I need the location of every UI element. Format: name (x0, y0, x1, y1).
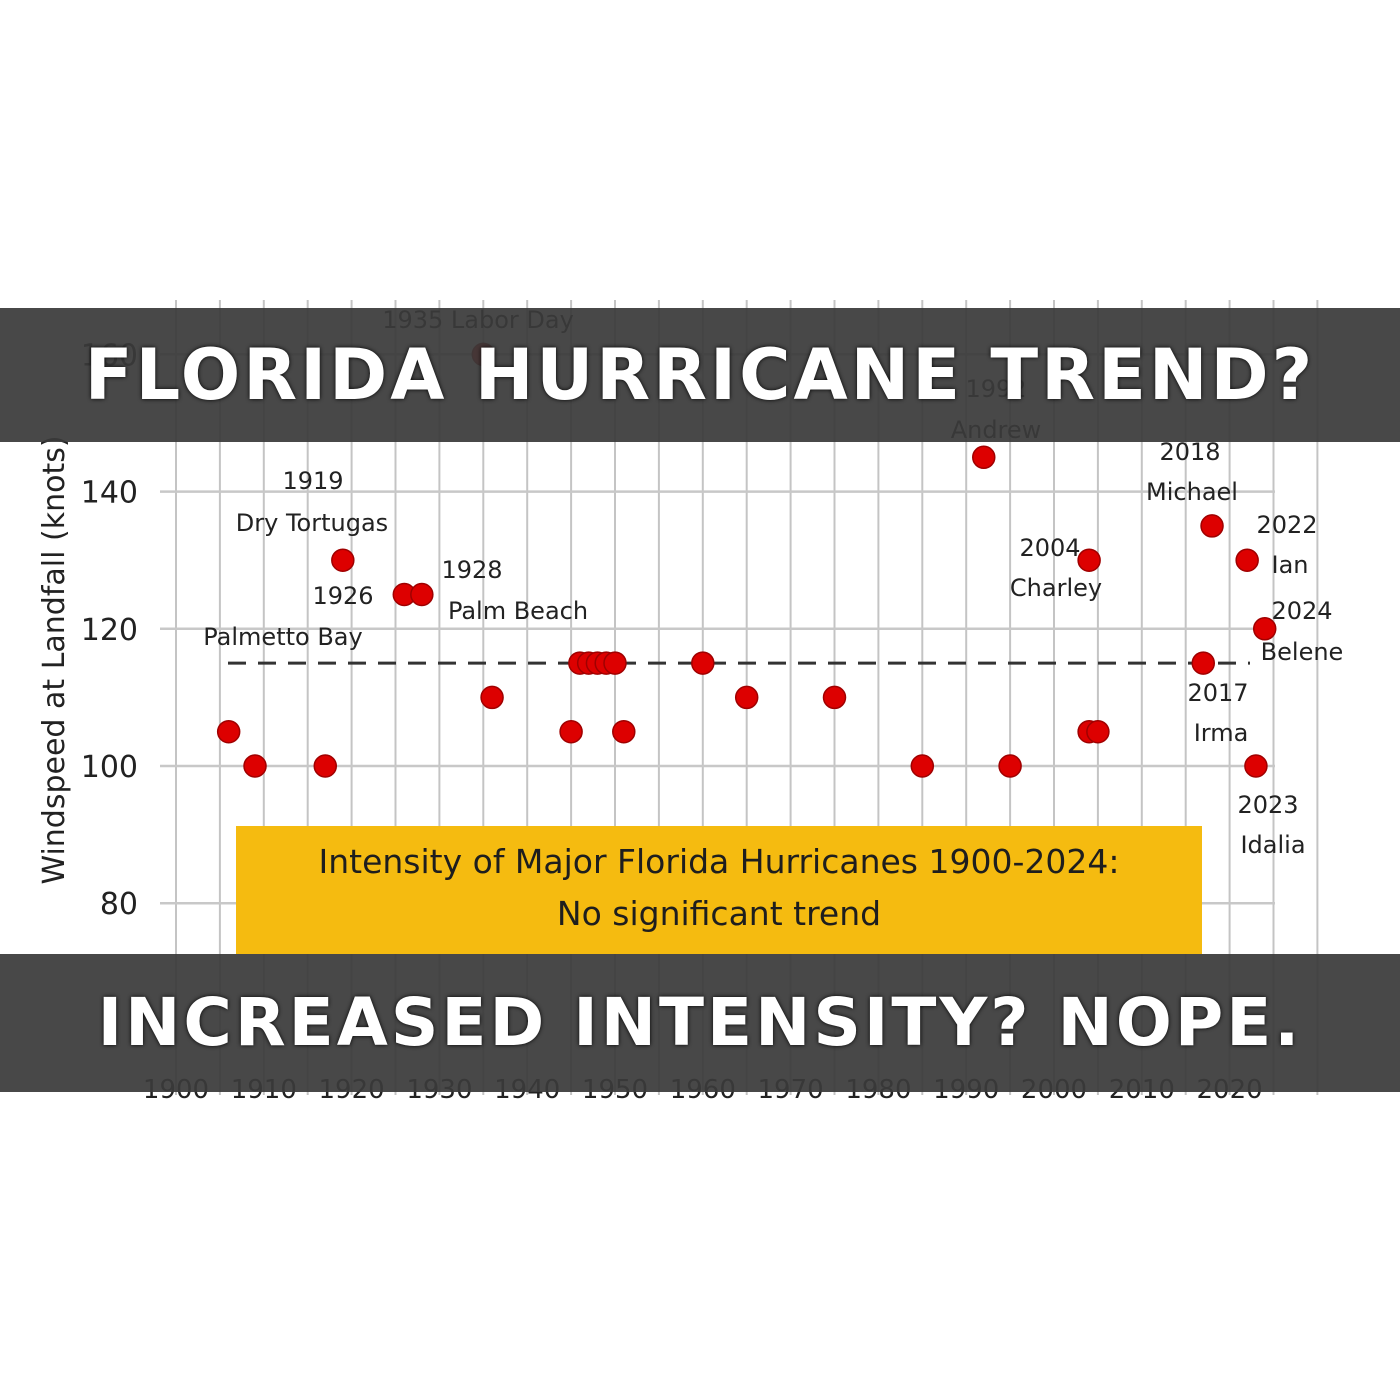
annotation-year: 2022 (1256, 511, 1317, 539)
top-banner (0, 308, 1400, 442)
chart-title-callout: Intensity of Major Florida Hurricanes 19… (236, 826, 1202, 954)
annotation-name: Charley (1010, 574, 1102, 602)
bottom-banner (0, 954, 1400, 1092)
y-tick-label: 80 (100, 887, 138, 922)
data-point (603, 651, 627, 675)
annotation-year: 2023 (1237, 791, 1298, 819)
data-point (331, 548, 355, 572)
data-point (1191, 651, 1216, 675)
annotation-name: Idalia (1240, 831, 1305, 859)
annotation-year: 1919 (282, 467, 343, 495)
y-axis-label: Windspeed at Landfall (knots) (37, 435, 72, 884)
annotation-name: Palmetto Bay (203, 623, 362, 651)
data-point (1200, 514, 1224, 538)
annotation-name: Ian (1272, 551, 1309, 579)
data-point (243, 754, 267, 778)
data-point (480, 685, 504, 710)
top-banner-headline: FLORIDA HURRICANE TREND? (84, 334, 1316, 416)
data-point (998, 754, 1022, 778)
chart-title: Intensity of Major Florida Hurricanes 19… (318, 842, 1120, 881)
y-tick-label: 120 (81, 613, 138, 648)
data-point (822, 685, 847, 710)
data-point (1244, 754, 1268, 778)
data-point (612, 719, 636, 744)
data-point (734, 685, 759, 710)
data-point (410, 582, 434, 607)
annotation-year: 2017 (1187, 679, 1248, 707)
annotation-year: 2018 (1159, 438, 1220, 466)
data-point (313, 754, 338, 778)
annotation-year: 2004 (1019, 534, 1080, 562)
data-point (1252, 617, 1277, 641)
data-points-layer (216, 342, 1277, 778)
data-point (216, 719, 241, 744)
annotation-name: Irma (1194, 719, 1249, 747)
data-point (559, 719, 583, 744)
annotation-name: Belene (1261, 638, 1344, 666)
annotation-name: Michael (1146, 478, 1238, 506)
annotation-name: Palm Beach (448, 597, 588, 625)
chart-subtitle: No significant trend (556, 894, 882, 933)
data-point (1086, 719, 1110, 744)
bottom-banner-headline: INCREASED INTENSITY? NOPE. (97, 984, 1303, 1061)
y-tick-label: 140 (81, 476, 138, 511)
annotation-name: Dry Tortugas (236, 509, 388, 537)
data-point (972, 445, 996, 470)
data-point (1077, 548, 1101, 572)
data-point (1235, 548, 1259, 572)
annotation-year: 1928 (441, 556, 502, 584)
data-point (910, 754, 935, 778)
data-point (691, 651, 715, 675)
annotation-year: 2024 (1271, 597, 1332, 625)
y-tick-label: 100 (81, 750, 138, 785)
annotation-year: 1926 (312, 582, 373, 610)
